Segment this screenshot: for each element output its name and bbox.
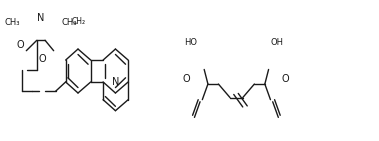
Text: O: O [282, 74, 289, 84]
Text: OH: OH [271, 38, 284, 47]
Text: N: N [37, 13, 45, 23]
Text: N: N [112, 77, 119, 87]
Text: O: O [17, 40, 25, 50]
Text: CH₃: CH₃ [62, 18, 77, 27]
Text: O: O [38, 54, 46, 64]
Text: HO: HO [184, 38, 197, 47]
Text: O: O [183, 74, 190, 84]
Text: CH₂: CH₂ [71, 17, 85, 26]
Text: CH₃: CH₃ [4, 18, 20, 27]
